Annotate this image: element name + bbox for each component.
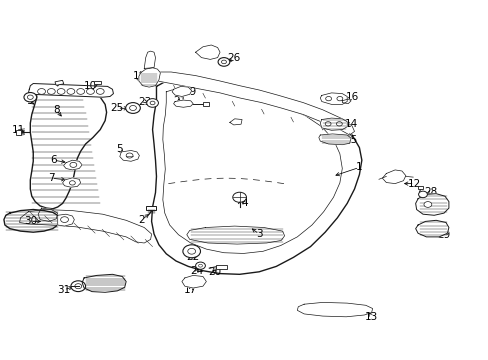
Circle shape <box>325 122 330 126</box>
Bar <box>55 80 63 85</box>
Polygon shape <box>318 134 350 145</box>
Text: 11: 11 <box>12 125 25 135</box>
Circle shape <box>195 262 205 269</box>
Text: 27: 27 <box>435 204 448 214</box>
Polygon shape <box>20 210 151 243</box>
Circle shape <box>336 96 342 101</box>
Polygon shape <box>163 86 342 253</box>
Text: 29: 29 <box>436 230 450 240</box>
Text: 15: 15 <box>344 135 357 145</box>
Polygon shape <box>173 100 193 107</box>
Circle shape <box>57 89 65 94</box>
Polygon shape <box>137 72 354 135</box>
Circle shape <box>86 89 94 94</box>
Text: 7: 7 <box>48 173 55 183</box>
Polygon shape <box>415 194 448 215</box>
Circle shape <box>187 248 195 254</box>
Polygon shape <box>62 178 81 187</box>
Circle shape <box>61 217 68 222</box>
Circle shape <box>150 101 155 105</box>
Text: 24: 24 <box>190 266 203 276</box>
Circle shape <box>325 96 331 101</box>
Circle shape <box>218 58 229 66</box>
Circle shape <box>24 93 37 102</box>
Polygon shape <box>297 302 372 317</box>
Circle shape <box>71 281 85 292</box>
Circle shape <box>77 89 84 94</box>
Bar <box>216 265 226 269</box>
Polygon shape <box>186 226 284 244</box>
Circle shape <box>70 162 77 167</box>
Circle shape <box>418 191 427 198</box>
Polygon shape <box>144 51 155 68</box>
Text: 28: 28 <box>424 186 437 197</box>
Text: 20: 20 <box>208 267 221 277</box>
Polygon shape <box>382 170 405 184</box>
Text: 5: 5 <box>116 144 123 154</box>
Circle shape <box>47 89 55 94</box>
Circle shape <box>75 284 81 289</box>
Bar <box>94 81 101 84</box>
Bar <box>203 102 208 106</box>
Circle shape <box>183 245 200 258</box>
Circle shape <box>232 192 246 202</box>
Polygon shape <box>30 87 106 209</box>
Text: 6: 6 <box>50 155 57 165</box>
Circle shape <box>69 181 75 185</box>
Polygon shape <box>342 99 350 104</box>
Circle shape <box>336 122 342 126</box>
Circle shape <box>129 105 136 111</box>
Bar <box>16 130 20 135</box>
Polygon shape <box>320 118 346 130</box>
Polygon shape <box>415 220 448 237</box>
Circle shape <box>38 89 45 94</box>
Bar <box>145 206 156 210</box>
Text: 26: 26 <box>226 53 240 63</box>
Polygon shape <box>172 86 191 96</box>
Circle shape <box>96 89 104 94</box>
Polygon shape <box>82 274 126 292</box>
Text: 23: 23 <box>138 96 152 107</box>
Circle shape <box>126 153 133 158</box>
Text: 22: 22 <box>186 252 200 262</box>
Circle shape <box>125 103 140 113</box>
Text: 1: 1 <box>355 162 362 172</box>
Text: 21: 21 <box>173 96 186 106</box>
Polygon shape <box>320 93 346 104</box>
Polygon shape <box>120 150 139 161</box>
Text: 18: 18 <box>132 71 146 81</box>
Text: 9: 9 <box>26 96 33 106</box>
Polygon shape <box>139 68 160 87</box>
Circle shape <box>221 60 226 64</box>
Text: 14: 14 <box>344 119 357 129</box>
Text: 12: 12 <box>407 179 421 189</box>
Text: 2: 2 <box>138 215 145 225</box>
Text: 17: 17 <box>183 285 197 295</box>
Text: 4: 4 <box>241 198 247 208</box>
Polygon shape <box>182 275 206 288</box>
Circle shape <box>423 202 431 207</box>
Polygon shape <box>151 79 361 274</box>
Polygon shape <box>4 210 59 232</box>
Polygon shape <box>63 160 82 170</box>
Text: 3: 3 <box>255 229 262 239</box>
Polygon shape <box>195 45 220 59</box>
Text: 16: 16 <box>345 92 358 102</box>
Polygon shape <box>58 214 74 226</box>
Text: 31: 31 <box>57 285 70 295</box>
Polygon shape <box>229 119 242 125</box>
Text: 13: 13 <box>364 312 378 322</box>
Bar <box>417 186 423 189</box>
Polygon shape <box>28 84 113 97</box>
Circle shape <box>67 89 75 94</box>
Text: 19: 19 <box>183 87 197 97</box>
Polygon shape <box>38 208 58 221</box>
Circle shape <box>146 99 158 107</box>
Circle shape <box>27 95 33 99</box>
Circle shape <box>198 264 202 267</box>
Text: 10: 10 <box>84 81 97 91</box>
Text: 30: 30 <box>24 216 37 226</box>
Text: 25: 25 <box>110 103 124 113</box>
Text: 8: 8 <box>53 105 60 115</box>
